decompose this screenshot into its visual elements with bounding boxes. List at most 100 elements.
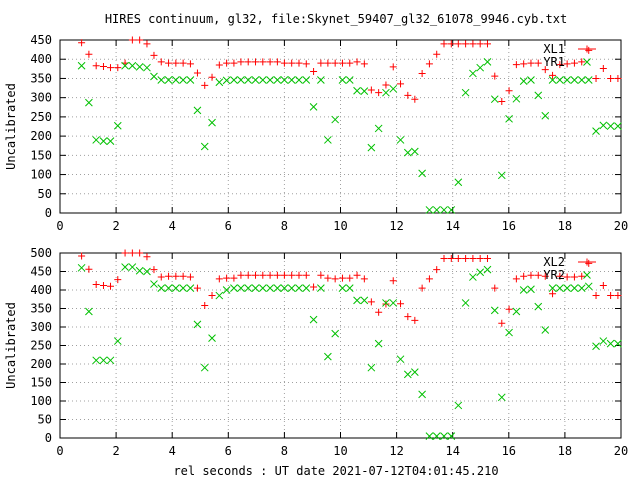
data-point-plus xyxy=(527,59,535,67)
series-XL1 xyxy=(78,36,622,106)
data-point-cross xyxy=(244,284,253,293)
data-point-cross xyxy=(99,356,108,365)
data-point-cross xyxy=(251,76,260,84)
data-point-cross xyxy=(577,284,586,293)
data-point-plus xyxy=(99,63,107,71)
data-point-plus xyxy=(534,271,542,279)
data-point-plus xyxy=(266,271,274,279)
data-point-plus xyxy=(614,292,622,300)
data-point-cross xyxy=(150,280,158,288)
data-point-plus xyxy=(367,298,375,306)
data-point-cross xyxy=(164,284,173,293)
data-point-plus xyxy=(353,58,361,66)
data-point-cross xyxy=(179,284,187,293)
data-point-plus xyxy=(592,292,600,300)
x-tick-label: 6 xyxy=(225,219,232,233)
data-point-plus xyxy=(440,40,448,48)
y-tick-label: 500 xyxy=(30,246,52,260)
data-point-plus xyxy=(411,95,419,103)
data-point-cross xyxy=(512,94,521,103)
data-point-plus xyxy=(389,63,397,71)
data-point-cross xyxy=(614,122,622,130)
data-point-cross xyxy=(606,122,615,130)
x-tick-label: 6 xyxy=(225,444,232,458)
data-point-plus xyxy=(85,50,93,58)
data-point-cross xyxy=(77,61,86,70)
data-point-cross xyxy=(527,285,535,294)
data-point-cross xyxy=(222,286,231,294)
data-point-cross xyxy=(215,291,224,300)
data-point-plus xyxy=(121,249,129,257)
data-point-cross xyxy=(266,284,274,293)
data-point-cross xyxy=(541,326,550,334)
data-point-cross xyxy=(309,315,318,324)
data-point-plus xyxy=(280,271,288,279)
data-point-plus xyxy=(607,292,615,300)
data-point-plus xyxy=(404,91,412,99)
data-point-plus xyxy=(491,284,499,292)
data-point-plus xyxy=(324,274,332,282)
data-point-cross xyxy=(476,268,485,277)
data-point-cross xyxy=(77,263,86,272)
data-point-cross xyxy=(367,363,376,372)
y-tick-label: 400 xyxy=(30,283,52,297)
data-point-cross xyxy=(171,284,180,293)
data-point-cross xyxy=(237,76,245,84)
data-point-plus xyxy=(78,39,86,47)
data-point-cross xyxy=(440,206,448,214)
y-tick-label: 400 xyxy=(30,52,52,66)
data-point-cross xyxy=(592,342,600,351)
data-point-cross xyxy=(534,91,543,100)
data-point-cross xyxy=(541,111,550,120)
y-tick-label: 150 xyxy=(30,376,52,390)
data-point-cross xyxy=(389,84,398,93)
y-tick-label: 250 xyxy=(30,339,52,353)
data-point-plus xyxy=(295,271,303,279)
data-point-cross xyxy=(324,352,332,361)
data-point-plus xyxy=(382,300,390,308)
data-point-plus xyxy=(556,61,564,69)
data-point-cross xyxy=(555,284,564,293)
data-point-cross xyxy=(519,77,528,85)
data-point-cross xyxy=(186,284,195,293)
data-point-plus xyxy=(462,255,470,263)
data-point-cross xyxy=(186,76,195,84)
y-tick-label: 50 xyxy=(38,187,52,201)
x-tick-label: 12 xyxy=(389,219,403,233)
data-point-plus xyxy=(483,40,491,48)
data-point-cross xyxy=(490,306,499,315)
data-point-plus xyxy=(150,51,158,59)
data-point-cross xyxy=(454,401,463,410)
data-point-plus xyxy=(520,60,528,68)
data-point-cross xyxy=(447,206,456,214)
data-point-plus xyxy=(310,68,318,76)
y-tick-label: 300 xyxy=(30,91,52,105)
data-point-cross xyxy=(302,76,311,84)
data-point-cross xyxy=(273,284,282,293)
data-point-cross xyxy=(584,76,593,84)
data-point-plus xyxy=(447,255,455,263)
data-point-cross xyxy=(200,142,209,151)
data-point-cross xyxy=(317,76,325,84)
data-point-plus xyxy=(165,272,173,280)
data-point-plus xyxy=(215,275,223,283)
data-point-cross xyxy=(92,356,101,365)
data-point-plus xyxy=(150,266,158,274)
x-tick-label: 12 xyxy=(389,444,403,458)
data-point-plus xyxy=(411,316,419,324)
data-point-plus xyxy=(375,308,383,316)
data-point-cross xyxy=(577,76,586,84)
data-point-cross xyxy=(345,76,354,84)
data-point-cross xyxy=(447,432,456,441)
data-point-plus xyxy=(92,62,100,70)
legend-label: XL1 xyxy=(543,42,565,56)
data-point-cross xyxy=(106,137,115,145)
x-tick-label: 10 xyxy=(333,219,347,233)
data-point-plus xyxy=(106,282,114,290)
data-point-cross xyxy=(143,267,151,276)
y-tick-label: 100 xyxy=(30,394,52,408)
data-point-cross xyxy=(382,299,390,307)
data-point-cross xyxy=(497,171,506,180)
data-point-plus xyxy=(244,58,252,66)
data-point-cross xyxy=(85,307,93,316)
